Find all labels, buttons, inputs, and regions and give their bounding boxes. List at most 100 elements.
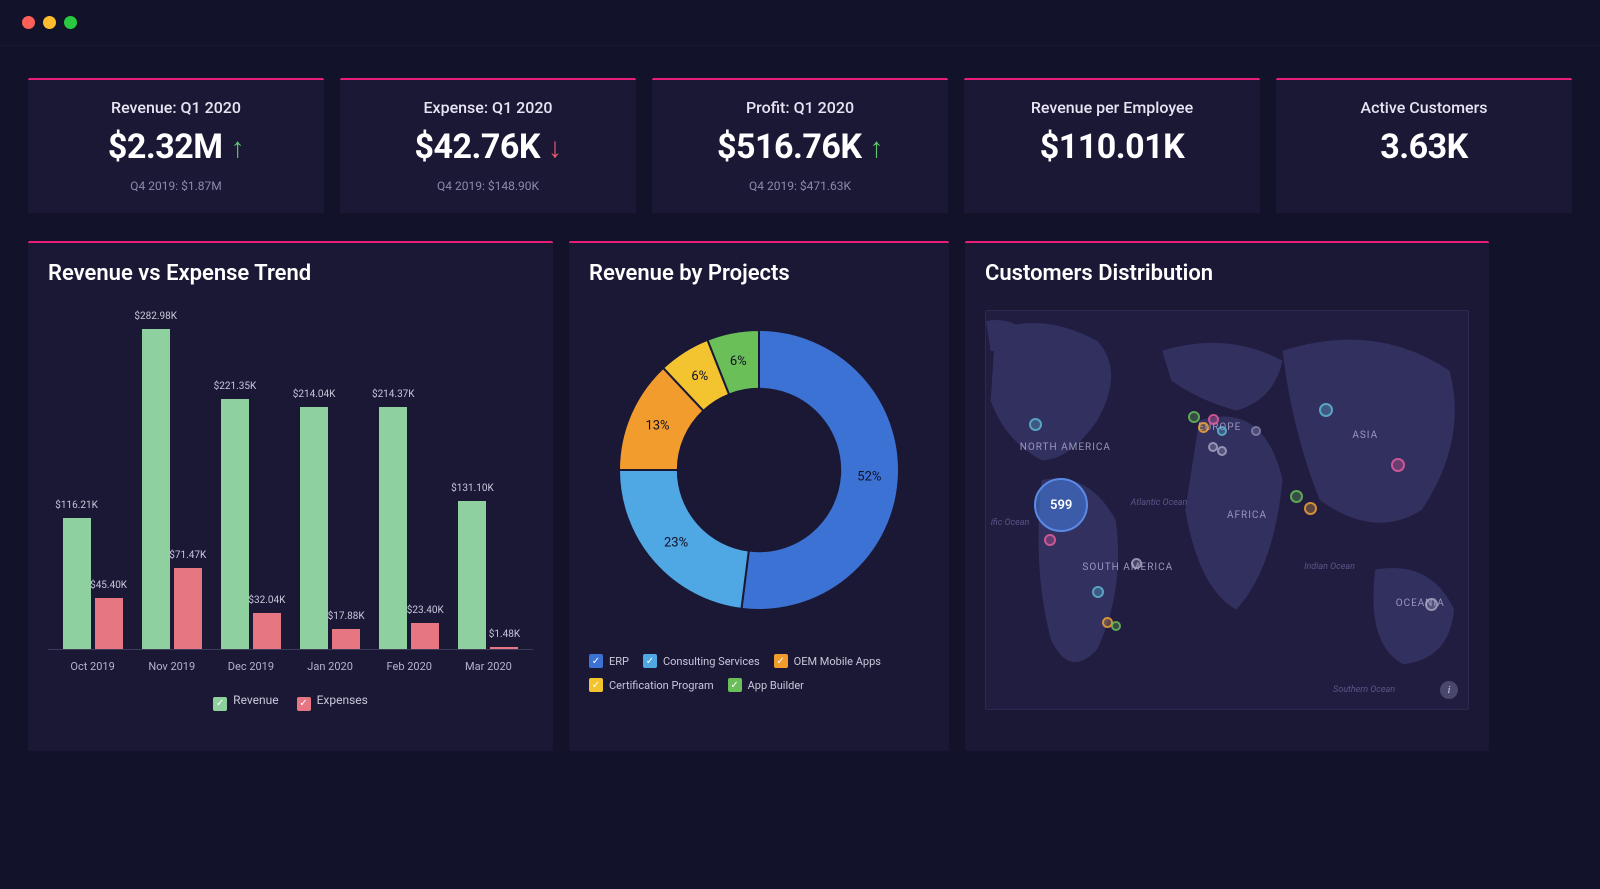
- ocean-label: Indian Ocean: [1304, 562, 1355, 572]
- map-bubble[interactable]: [1131, 558, 1142, 569]
- window-titlebar: [0, 0, 1600, 46]
- bar-value-label: $23.40K: [407, 605, 444, 616]
- bar-revenue[interactable]: $116.21K: [63, 518, 91, 649]
- revenue-projects-panel: Revenue by Projects 52% 23% 13% 6% 6% ✓ERP ✓C…: [569, 241, 949, 751]
- donut-slice-label: 6%: [691, 369, 708, 384]
- donut-slice-label: 6%: [730, 354, 747, 369]
- kpi-title: Revenue per Employee: [984, 98, 1240, 117]
- kpi-title: Expense: Q1 2020: [360, 98, 616, 117]
- bar-x-label: Oct 2019: [56, 660, 129, 673]
- bar-value-label: $116.21K: [55, 500, 98, 511]
- trend-down-icon: ↓: [548, 131, 562, 164]
- kpi-card-0: Revenue: Q1 2020 $2.32M↑ Q4 2019: $1.87M: [28, 78, 324, 213]
- bar-x-label: Mar 2020: [452, 660, 525, 673]
- bar-chart-xaxis: Oct 2019 Nov 2019 Dec 2019 Jan 2020 Feb 2020…: [48, 650, 533, 673]
- donut-title: Revenue by Projects: [589, 261, 929, 286]
- bar-x-label: Dec 2019: [214, 660, 287, 673]
- kpi-title: Profit: Q1 2020: [672, 98, 928, 117]
- bar-group: $214.37K $23.40K: [373, 310, 446, 649]
- bar-value-label: $131.10K: [451, 483, 494, 494]
- bar-expenses[interactable]: $23.40K: [411, 623, 439, 649]
- bar-value-label: $17.88K: [328, 611, 365, 622]
- bar-revenue[interactable]: $131.10K: [458, 501, 486, 649]
- bar-value-label: $214.04K: [293, 389, 336, 400]
- bar-value-label: $282.98K: [134, 311, 177, 322]
- revenue-expense-panel: Revenue vs Expense Trend $116.21K $45.40…: [28, 241, 553, 751]
- kpi-card-4: Active Customers 3.63K: [1276, 78, 1572, 213]
- legend-item[interactable]: ✓Consulting Services: [643, 654, 760, 668]
- legend-item[interactable]: ✓Expenses: [297, 693, 368, 711]
- donut-wrap: 52% 23% 13% 6% 6%: [589, 310, 929, 630]
- kpi-value: $42.76K↓: [414, 127, 561, 167]
- charts-row: Revenue vs Expense Trend $116.21K $45.40…: [28, 241, 1572, 751]
- kpi-subtitle: Q4 2019: $148.90K: [360, 179, 616, 193]
- bar-value-label: $1.48K: [489, 629, 520, 640]
- bar-expenses[interactable]: $45.40K: [95, 598, 123, 649]
- legend-item[interactable]: ✓App Builder: [728, 678, 804, 692]
- bar-group: $282.98K $71.47K: [135, 310, 208, 649]
- close-window-dot[interactable]: [22, 16, 35, 29]
- kpi-value: $110.01K: [1040, 127, 1185, 167]
- kpi-title: Active Customers: [1296, 98, 1552, 117]
- bar-chart-stage: $116.21K $45.40K $282.98K $71.47K $221.3…: [48, 310, 533, 650]
- bar-value-label: $221.35K: [214, 381, 257, 392]
- bar-group: $116.21K $45.40K: [56, 310, 129, 649]
- bar-x-label: Feb 2020: [373, 660, 446, 673]
- kpi-value: $516.76K↑: [717, 127, 883, 167]
- trend-up-icon: ↑: [231, 131, 245, 164]
- map-bubble[interactable]: [1188, 411, 1200, 423]
- world-map[interactable]: i NORTH AMERICAEUROPEASIAAFRICASOUTH AME…: [985, 310, 1469, 710]
- legend-item[interactable]: ✓Revenue: [213, 693, 278, 711]
- kpi-subtitle: Q4 2019: $471.63K: [672, 179, 928, 193]
- bar-expenses[interactable]: $71.47K: [174, 568, 202, 649]
- kpi-value: $2.32M↑: [108, 127, 244, 167]
- kpi-subtitle: Q4 2019: $1.87M: [48, 179, 304, 193]
- bar-value-label: $71.47K: [169, 550, 206, 561]
- customers-distribution-panel: Customers Distribution i NORTH AMER: [965, 241, 1489, 751]
- bar-revenue[interactable]: $221.35K: [221, 399, 249, 649]
- kpi-value: 3.63K: [1380, 127, 1468, 167]
- bar-expenses[interactable]: $1.48K: [490, 647, 518, 649]
- bar-group: $214.04K $17.88K: [294, 310, 367, 649]
- bar-value-label: $214.37K: [372, 389, 415, 400]
- ocean-label: Southern Ocean: [1333, 685, 1395, 695]
- kpi-card-2: Profit: Q1 2020 $516.76K↑ Q4 2019: $471.…: [652, 78, 948, 213]
- bar-x-label: Jan 2020: [294, 660, 367, 673]
- donut-slice-label: 23%: [664, 536, 688, 551]
- legend-item[interactable]: ✓OEM Mobile Apps: [774, 654, 881, 668]
- kpi-title: Revenue: Q1 2020: [48, 98, 304, 117]
- map-bubble-large[interactable]: 599: [1034, 478, 1088, 532]
- continent-label: SOUTH AMERICA: [1082, 562, 1173, 573]
- continent-label: AFRICA: [1227, 510, 1267, 521]
- bar-expenses[interactable]: $17.88K: [332, 629, 360, 649]
- ocean-label: Atlantic Ocean: [1131, 498, 1188, 508]
- legend-item[interactable]: ✓ERP: [589, 654, 629, 668]
- bar-x-label: Nov 2019: [135, 660, 208, 673]
- bar-chart-legend: ✓Revenue ✓Expenses: [48, 693, 533, 711]
- map-bubble[interactable]: [1290, 490, 1303, 503]
- map-bubble[interactable]: [1425, 598, 1438, 611]
- kpi-card-3: Revenue per Employee $110.01K: [964, 78, 1260, 213]
- ocean-label: ific Ocean: [991, 518, 1030, 528]
- map-info-button[interactable]: i: [1440, 681, 1458, 699]
- legend-item[interactable]: ✓Certification Program: [589, 678, 714, 692]
- donut-slice-label: 13%: [645, 419, 669, 434]
- continent-label: NORTH AMERICA: [1020, 442, 1111, 453]
- bar-chart-title: Revenue vs Expense Trend: [48, 261, 533, 286]
- fullscreen-window-dot[interactable]: [64, 16, 77, 29]
- bar-revenue[interactable]: $282.98K: [142, 329, 170, 649]
- map-bubble[interactable]: [1044, 534, 1056, 546]
- bar-value-label: $32.04K: [248, 595, 285, 606]
- bar-revenue[interactable]: $214.37K: [379, 407, 407, 649]
- dashboard-page: Revenue: Q1 2020 $2.32M↑ Q4 2019: $1.87M…: [0, 46, 1600, 771]
- map-bubble[interactable]: [1092, 586, 1104, 598]
- bar-revenue[interactable]: $214.04K: [300, 407, 328, 649]
- map-bubble[interactable]: [1319, 403, 1333, 417]
- minimize-window-dot[interactable]: [43, 16, 56, 29]
- bar-group: $221.35K $32.04K: [214, 310, 287, 649]
- bar-expenses[interactable]: $32.04K: [253, 613, 281, 649]
- donut-slice-label: 52%: [857, 469, 881, 484]
- bar-value-label: $45.40K: [90, 580, 127, 591]
- continent-label: ASIA: [1352, 430, 1378, 441]
- donut-legend: ✓ERP ✓Consulting Services ✓OEM Mobile Apps…: [589, 654, 929, 692]
